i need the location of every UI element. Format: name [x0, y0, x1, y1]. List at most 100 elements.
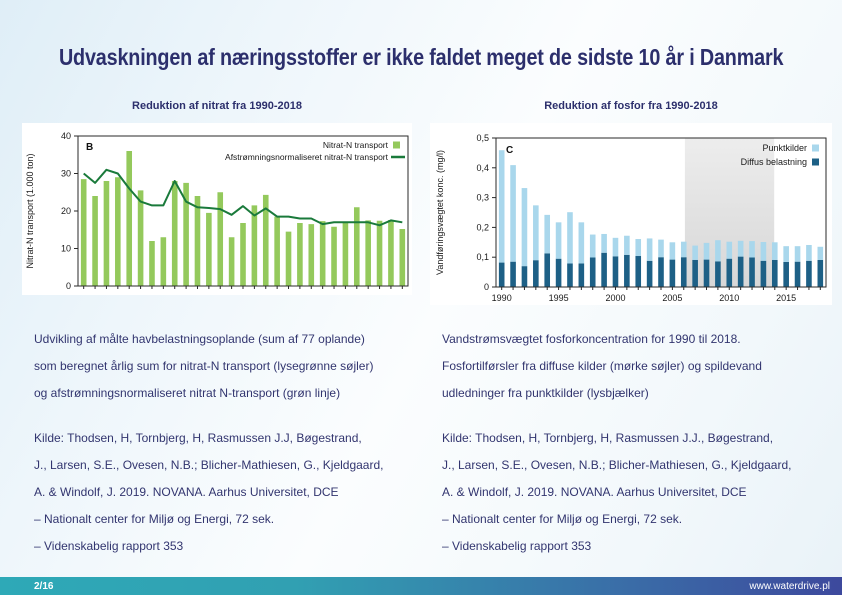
bar-punktkilder: [612, 237, 619, 257]
bar-diffus: [544, 253, 551, 287]
nitrate-source: Kilde: Thodsen, H, Tornbjerg, H, Rasmuss…: [22, 425, 412, 560]
bar-diffus: [510, 261, 516, 287]
footer-bar: 2/16 www.waterdrive.pl: [0, 577, 842, 595]
legend-label-line: Afstrømningsnormaliseret nitrat-N transp…: [225, 152, 389, 162]
y-tick-label: 0,2: [476, 222, 489, 232]
y-tick-labels: 0 0,1 0,2 0,3 0,4 0,5: [476, 133, 489, 292]
legend-swatch: [812, 144, 819, 152]
bar-diffus: [521, 266, 528, 287]
text-line: – Videnskabelig rapport 353: [442, 539, 592, 553]
x-tick-label: 2015: [776, 293, 796, 303]
bar: [228, 237, 235, 286]
axis-ticks: [74, 135, 403, 289]
panel-label: C: [506, 145, 513, 156]
bar-punktkilder: [760, 242, 767, 261]
bar: [342, 222, 349, 286]
bar-punktkilder: [715, 240, 721, 262]
bar-punktkilder: [544, 214, 551, 254]
y-tick-label: 0,3: [476, 193, 489, 203]
bar: [103, 181, 110, 286]
bar-punktkilder: [692, 245, 698, 260]
phosphorus-subtitle: Reduktion af fosfor fra 1990-2018: [544, 100, 718, 112]
y-tick-labels: 0 10 20 30 40: [61, 131, 71, 291]
bar-punktkilder: [533, 205, 539, 261]
text-line: A. & Windolf, J. 2019. NOVANA. Aarhus Un…: [34, 485, 339, 499]
bar: [240, 223, 246, 286]
text-line: Kilde: Thodsen, H, Tornbjerg, H, Rasmuss…: [34, 431, 362, 445]
bar: [376, 220, 383, 286]
legend-swatch-bars: [393, 141, 400, 149]
bar-punktkilder: [624, 235, 630, 255]
x-tick-label: 2000: [605, 293, 625, 303]
axis-ticks: [492, 137, 821, 290]
text-line: som beregnet årlig sum for nitrat-N tran…: [34, 359, 374, 373]
bar-diffus: [771, 259, 778, 287]
y-tick-label: 10: [61, 244, 71, 254]
y-axis-title: Nitrat-N transport (1.000 ton): [25, 153, 35, 268]
bar: [274, 216, 280, 287]
bar-diffus: [533, 260, 539, 287]
bar-diffus: [669, 259, 676, 287]
bar: [115, 177, 121, 286]
bar: [126, 151, 133, 286]
bar-punktkilder: [601, 233, 607, 253]
nitrate-chart-panel: 0 10 20 30 40 B Nitrat-N transport (1.000 ton)…: [22, 123, 412, 295]
bar-punktkilder: [658, 239, 664, 258]
bar: [137, 190, 144, 287]
bar-diffus: [749, 257, 755, 287]
x-tick-label: 2010: [719, 293, 739, 303]
text-line: A. & Windolf, J. 2019. NOVANA. Aarhus Un…: [442, 485, 747, 499]
nitrate-bars: [80, 151, 406, 287]
text-line: og afstrømningsnormaliseret nitrat N-tra…: [34, 386, 341, 400]
y-tick-label: 0: [484, 282, 489, 292]
bar-punktkilder: [771, 242, 778, 260]
punktkilder-bars: [498, 150, 824, 267]
legend-label: Diffus belastning: [741, 157, 807, 167]
bar: [297, 223, 303, 286]
bar-punktkilder: [726, 241, 733, 259]
legend-swatch: [812, 158, 819, 166]
bar: [399, 229, 406, 286]
bar: [149, 241, 155, 286]
y-tick-label: 20: [61, 206, 71, 216]
diffus-bars: [498, 252, 824, 287]
bar: [194, 196, 201, 286]
bar: [319, 221, 326, 287]
text-line: Udvikling af målte havbelastningsoplande…: [34, 332, 365, 346]
bar-diffus: [692, 259, 698, 287]
bar: [331, 226, 337, 286]
bar: [171, 181, 178, 286]
bar-diffus: [806, 260, 812, 287]
bar-punktkilder: [703, 242, 710, 260]
bar: [92, 196, 98, 286]
phosphorus-column: Reduktion af fosfor fra 1990-2018 0 0,1 0,…: [430, 97, 832, 560]
bar-diffus: [737, 256, 744, 287]
bar: [353, 207, 360, 286]
y-tick-label: 0,4: [476, 163, 489, 173]
page-title: Udvaskningen af næringsstoffer er ikke f…: [58, 44, 784, 70]
bar-punktkilder: [635, 239, 642, 257]
bar: [308, 224, 315, 287]
bar-punktkilder: [669, 242, 676, 260]
bar: [80, 179, 87, 287]
normalized-transport-line: [83, 168, 403, 227]
phosphorus-chart: 0 0,1 0,2 0,3 0,4 0,5 1990 1995 2000 2005 2010 2015…: [435, 133, 827, 303]
x-tick-labels: 1990 1995 2000 2005 2010 2015: [492, 293, 797, 303]
bar-diffus: [578, 263, 585, 287]
chart-columns: Reduktion af nitrat fra 1990-2018 0 10 20 3…: [0, 97, 842, 560]
bar-diffus: [680, 257, 687, 287]
website-link[interactable]: www.waterdrive.pl: [749, 580, 830, 592]
x-tick-label: 1990: [492, 293, 512, 303]
bar-diffus: [624, 254, 630, 287]
text-line: Vandstrømsvægtet fosforkoncentration for…: [442, 332, 741, 346]
nitrate-subtitle: Reduktion af nitrat fra 1990-2018: [132, 100, 302, 112]
bar-punktkilder: [555, 222, 562, 259]
legend-label-bars: Nitrat-N transport: [323, 140, 389, 150]
bar-diffus: [760, 260, 767, 287]
bar-diffus: [715, 261, 721, 287]
bar-punktkilder: [783, 246, 789, 262]
nitrate-chart: 0 10 20 30 40 B Nitrat-N transport (1.000 ton)…: [25, 131, 409, 291]
bar-diffus: [498, 262, 505, 287]
bar: [285, 231, 292, 287]
bar-punktkilder: [578, 222, 585, 264]
